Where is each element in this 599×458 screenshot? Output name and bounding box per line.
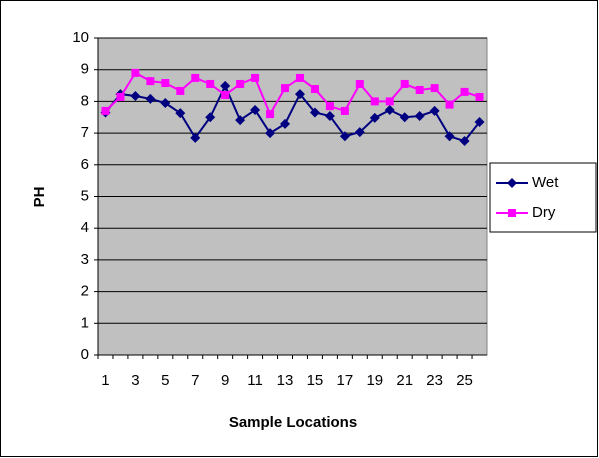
y-tick-label: 2: [81, 283, 89, 300]
y-tick-label: 5: [81, 187, 89, 204]
point-marker: [385, 97, 394, 106]
point-marker: [176, 86, 185, 95]
point-marker: [339, 131, 350, 142]
y-tick-label: 1: [81, 314, 89, 331]
point-marker: [101, 106, 110, 115]
x-tick-label: 11: [247, 372, 263, 389]
point-marker: [250, 104, 261, 115]
y-tick-label: 6: [81, 156, 89, 173]
point-marker: [251, 73, 260, 82]
point-marker: [221, 91, 230, 100]
point-marker: [130, 91, 141, 102]
x-tick-label: 3: [131, 372, 139, 389]
point-marker: [146, 77, 155, 86]
point-marker: [355, 79, 364, 88]
point-marker: [295, 73, 304, 82]
point-marker: [325, 102, 334, 111]
point-marker: [384, 104, 395, 115]
point-marker: [116, 92, 125, 101]
point-marker: [220, 80, 231, 91]
point-marker: [460, 87, 469, 96]
y-tick-label: 8: [81, 92, 89, 109]
y-tick-label: 7: [81, 124, 89, 141]
x-tick-label: 17: [337, 372, 354, 389]
x-tick-label: 15: [307, 372, 324, 389]
point-marker: [205, 112, 216, 123]
point-marker: [281, 84, 290, 93]
point-marker: [429, 105, 440, 116]
point-marker: [369, 112, 380, 123]
y-axis-title: PH: [31, 187, 48, 208]
point-marker: [145, 93, 156, 104]
point-marker: [370, 97, 379, 106]
legend-marker: [507, 178, 517, 188]
point-marker: [324, 110, 335, 121]
point-marker: [399, 112, 410, 123]
point-marker: [236, 79, 245, 88]
point-marker: [235, 115, 246, 126]
point-marker: [445, 100, 454, 109]
point-marker: [131, 68, 140, 77]
point-marker: [459, 136, 470, 147]
point-marker: [280, 118, 291, 129]
point-marker: [354, 127, 365, 138]
x-tick-label: 5: [161, 372, 169, 389]
x-tick-label: 9: [221, 372, 229, 389]
point-marker: [340, 106, 349, 115]
y-tick-label: 4: [81, 219, 89, 236]
x-tick-label: 23: [426, 372, 443, 389]
point-marker: [294, 89, 305, 100]
point-marker: [190, 132, 201, 143]
point-marker: [414, 110, 425, 121]
point-marker: [161, 79, 170, 88]
x-tick-label: 1: [101, 372, 109, 389]
point-marker: [191, 73, 200, 82]
y-tick-label: 0: [81, 346, 89, 363]
point-marker: [475, 92, 484, 101]
point-marker: [206, 79, 215, 88]
y-tick-label: 10: [72, 29, 89, 46]
x-tick-label: 25: [456, 372, 473, 389]
legend-label: Wet: [532, 174, 559, 191]
x-axis-title: Sample Locations: [229, 414, 357, 431]
x-tick-label: 7: [191, 372, 199, 389]
point-marker: [400, 79, 409, 88]
x-tick-label: 13: [277, 372, 294, 389]
point-marker: [160, 97, 171, 108]
x-tick-label: 19: [366, 372, 383, 389]
y-tick-label: 3: [81, 251, 89, 268]
point-marker: [415, 85, 424, 94]
y-tick-label: 9: [81, 61, 89, 78]
point-marker: [266, 110, 275, 119]
point-marker: [444, 131, 455, 142]
point-marker: [474, 117, 485, 128]
legend-box: [489, 162, 597, 233]
point-marker: [265, 128, 276, 139]
legend-label: Dry: [532, 204, 556, 221]
point-marker: [309, 107, 320, 118]
point-marker: [430, 84, 439, 93]
point-marker: [175, 108, 186, 119]
legend-marker: [508, 209, 516, 217]
point-marker: [310, 85, 319, 94]
x-tick-label: 21: [396, 372, 413, 389]
